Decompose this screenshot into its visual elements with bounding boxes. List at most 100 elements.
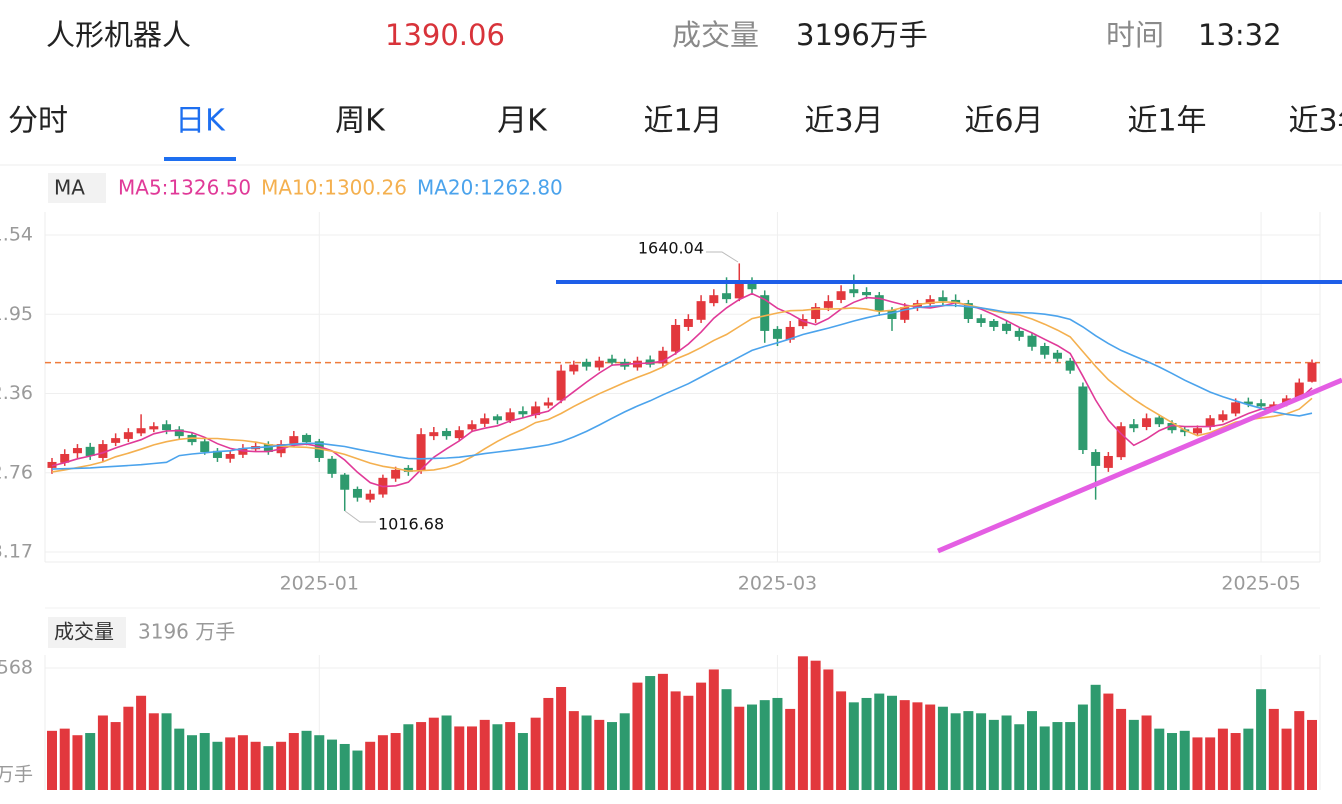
volume-bar [1077,704,1088,790]
candle-body [149,426,159,430]
volume-bar [607,722,617,790]
low-annotation: 1016.68 [378,515,444,534]
volume-bar [861,697,872,790]
volume-bar [976,713,987,790]
candle-body [671,324,681,352]
volume-bar [568,711,579,790]
volume-bar [1230,733,1241,790]
candle-body [1052,352,1062,359]
tab[interactable]: 近1月 [643,104,722,139]
tab[interactable]: 周K [335,104,386,139]
volume-bar [1039,726,1050,790]
volume-bar [301,730,312,790]
candle-body [1091,452,1101,466]
tab[interactable]: 近6月 [964,104,1043,139]
volume-bar [670,691,681,790]
volume-bar [1307,719,1317,790]
ma-line [51,301,1313,473]
volume-bar [339,743,350,790]
volume-bar [314,735,325,790]
legend-entry: MA20:1262.80 [417,176,563,200]
tab[interactable]: 近3月 [804,104,883,139]
volume-bar [899,700,910,790]
volume-bar [365,741,376,790]
candle-body [1192,428,1202,434]
candle-body [1040,346,1050,355]
tab[interactable]: 日K [175,104,226,139]
volume-bar [645,676,656,790]
volume-bar [327,739,337,790]
candle-body [467,424,477,430]
tab[interactable]: 近3年 [1288,104,1342,139]
candle-body [98,444,108,458]
volume-unit: 万手 [0,764,33,786]
candle-body [989,320,999,327]
candle-body [162,424,172,431]
volume-bar [110,722,121,790]
volume-bar [237,735,248,790]
candle-body [1078,386,1088,451]
volume-bar [759,700,770,790]
candle-body [1103,455,1113,468]
volume-bar [161,713,172,790]
volume-label: 成交量 [672,18,759,52]
candle-body [798,319,808,327]
candle-body [85,446,95,456]
candle-body [1218,414,1228,421]
volume-bar [1141,715,1152,790]
volume-bar [772,697,783,790]
volume-bar [1065,722,1076,790]
candle-body [480,418,490,424]
candle-body [747,281,757,290]
y-tick-label: 913.17 [0,541,33,563]
volume-bar [505,722,516,790]
volume-bar [1217,728,1228,790]
volume-bar [174,728,185,790]
y-tick-label: 1312.36 [0,382,33,404]
grid: 913.17 1112.76 1312.36 1511.95 1711.54 5568 20… [0,212,1321,790]
volume-bar [1205,737,1216,790]
legend: MA5:1326.50 MA10:1300.26 MA20:1262.80 [118,176,563,200]
candle-body [1167,423,1177,431]
x-tick-label: 2025-05 [1221,573,1300,595]
candle-body [454,430,464,439]
candle-body [900,307,910,320]
candle-body [1205,418,1215,428]
volume-bar [1052,722,1063,790]
volume-bar [276,741,287,790]
y-tick-label: 1112.76 [0,461,33,483]
tab[interactable]: 近1年 [1127,104,1206,139]
candle-body [874,295,884,312]
volume-bar [887,695,897,790]
volume-bar [1179,730,1190,790]
candle-body [811,307,821,320]
candle-body [1002,323,1012,331]
volume-bar [836,691,847,790]
high-annotation: 1640.04 [638,239,704,258]
volume-bar [925,704,936,790]
volume-bar [848,702,859,790]
candle-body [225,454,235,459]
volume-box [48,617,126,648]
candle-body [594,360,604,368]
plot [47,263,1317,790]
volume-bar [377,735,388,790]
candle-body [645,359,655,365]
candle-body [492,416,502,421]
volume-bar [657,673,668,790]
candle-body [658,350,668,364]
candle-body [1231,402,1241,414]
stock-price: 1390.06 [385,18,505,52]
tab[interactable]: 月K [497,104,548,139]
volume-bar [59,728,70,790]
volume-bar [187,735,197,790]
volume-bar [1128,719,1139,790]
candle-body [569,364,579,372]
candle-body [111,438,121,443]
tab[interactable]: 分时 [8,104,68,139]
volume-bar [937,706,948,790]
active-tab-underline [164,157,236,161]
candle-body [976,318,986,323]
volume-bar [1027,711,1037,790]
